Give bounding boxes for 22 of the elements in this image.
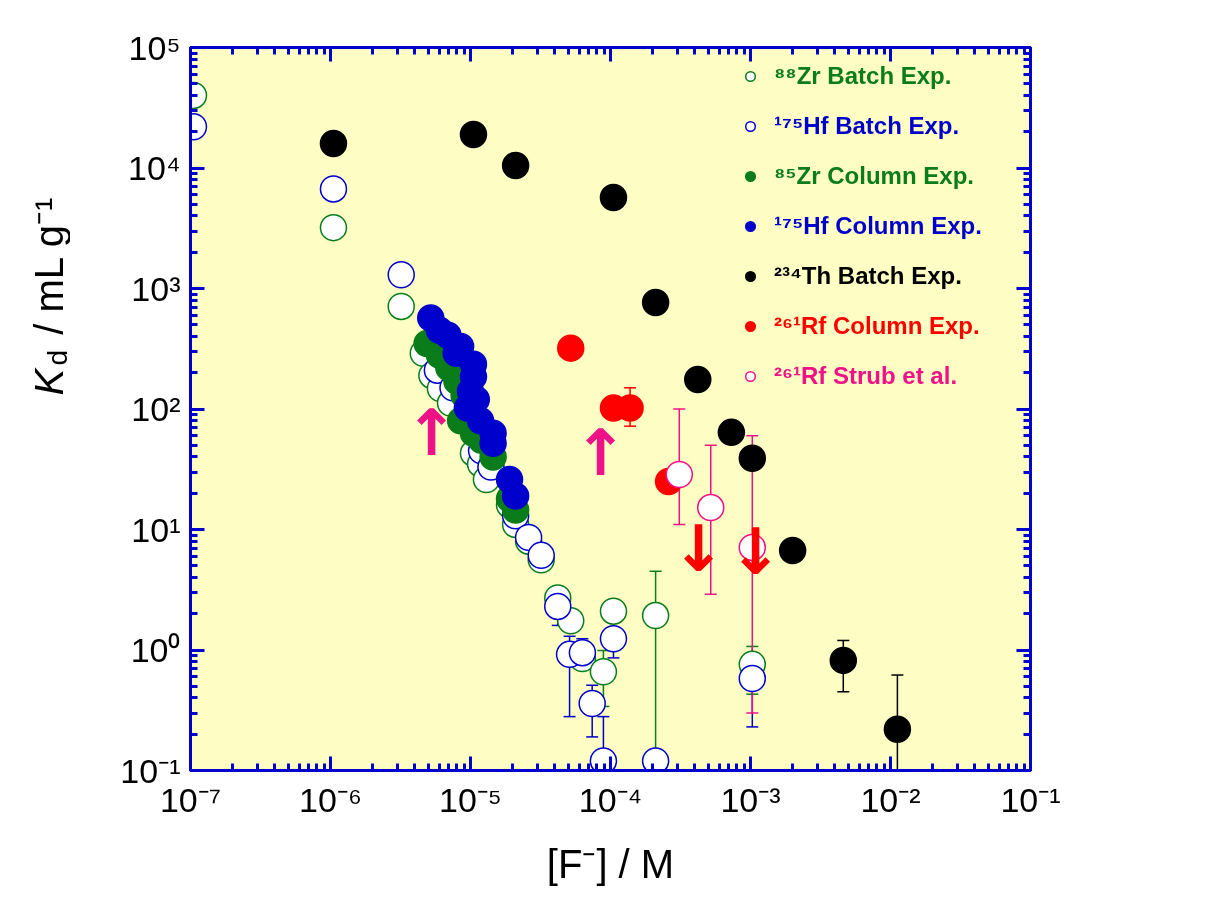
x-axis-title: [F⁻] / M [546, 841, 675, 886]
legend-label: ⁸⁵Zr Column Exp. [774, 162, 975, 190]
legend-label: ¹⁷⁵Hf Batch Exp. [774, 112, 961, 140]
y-tick-label: 10⁴ [128, 149, 181, 187]
x-tick-label: 10⁻¹ [1000, 780, 1061, 819]
annotation: ↑ [404, 395, 459, 470]
x-tick-label: 10⁻⁶ [299, 780, 362, 819]
x-tick-label: 10⁻² [860, 780, 921, 819]
y-tick-label: 10⁵ [128, 28, 181, 67]
legend-label: ²⁶¹Rf Column Exp. [774, 312, 981, 340]
x-tick-label: 10⁻⁵ [439, 780, 502, 819]
legend-label: ²³⁴Th Batch Exp. [774, 262, 963, 290]
y-tick-label: 10¹ [131, 510, 181, 549]
legend-label: ²⁶¹Rf Strub et al. [774, 362, 959, 390]
x-tick-label: 10⁻³ [720, 780, 781, 819]
y-tick-label: 10⁰ [130, 631, 181, 669]
annotation: ↑ [573, 415, 628, 490]
legend-label: ⁸⁸Zr Batch Exp. [774, 62, 953, 90]
x-tick-label: 10⁻⁴ [578, 780, 643, 819]
legend-label: ¹⁷⁵Hf Column Exp. [774, 212, 983, 240]
y-tick-label: 10² [131, 390, 181, 428]
y-tick-label: 10³ [131, 269, 181, 308]
